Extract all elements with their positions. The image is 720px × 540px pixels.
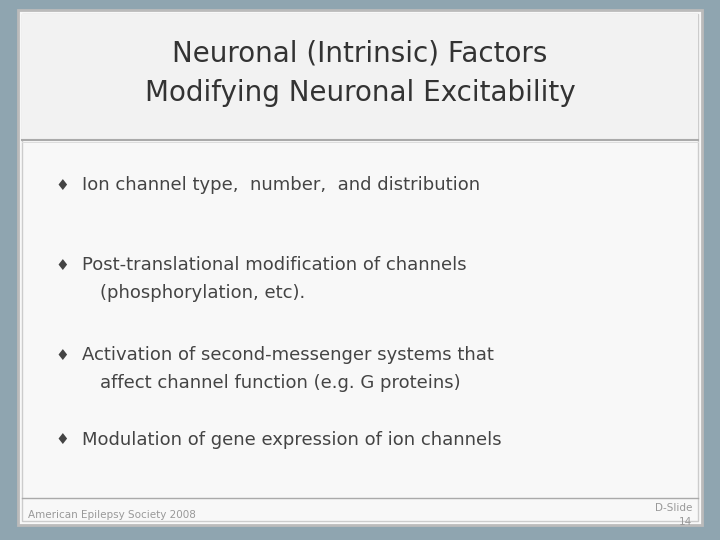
Text: Post-translational modification of channels: Post-translational modification of chann… [82,256,467,274]
Text: Modulation of gene expression of ion channels: Modulation of gene expression of ion cha… [82,431,502,449]
Text: affect channel function (e.g. G proteins): affect channel function (e.g. G proteins… [100,374,461,392]
Text: Modifying Neuronal Excitability: Modifying Neuronal Excitability [145,79,575,107]
FancyBboxPatch shape [22,14,698,140]
Text: (phosphorylation, etc).: (phosphorylation, etc). [100,284,305,302]
Text: Activation of second-messenger systems that: Activation of second-messenger systems t… [82,346,494,364]
FancyBboxPatch shape [18,10,702,525]
Text: ♦: ♦ [55,178,68,192]
Text: Ion channel type,  number,  and distribution: Ion channel type, number, and distributi… [82,176,480,194]
FancyBboxPatch shape [22,14,698,521]
Text: American Epilepsy Society 2008: American Epilepsy Society 2008 [28,510,196,520]
Text: ♦: ♦ [55,258,68,273]
Text: 14: 14 [679,517,692,527]
Text: ♦: ♦ [55,348,68,362]
Text: Neuronal (Intrinsic) Factors: Neuronal (Intrinsic) Factors [172,39,548,67]
Text: ♦: ♦ [55,433,68,448]
Text: D-Slide: D-Slide [654,503,692,513]
